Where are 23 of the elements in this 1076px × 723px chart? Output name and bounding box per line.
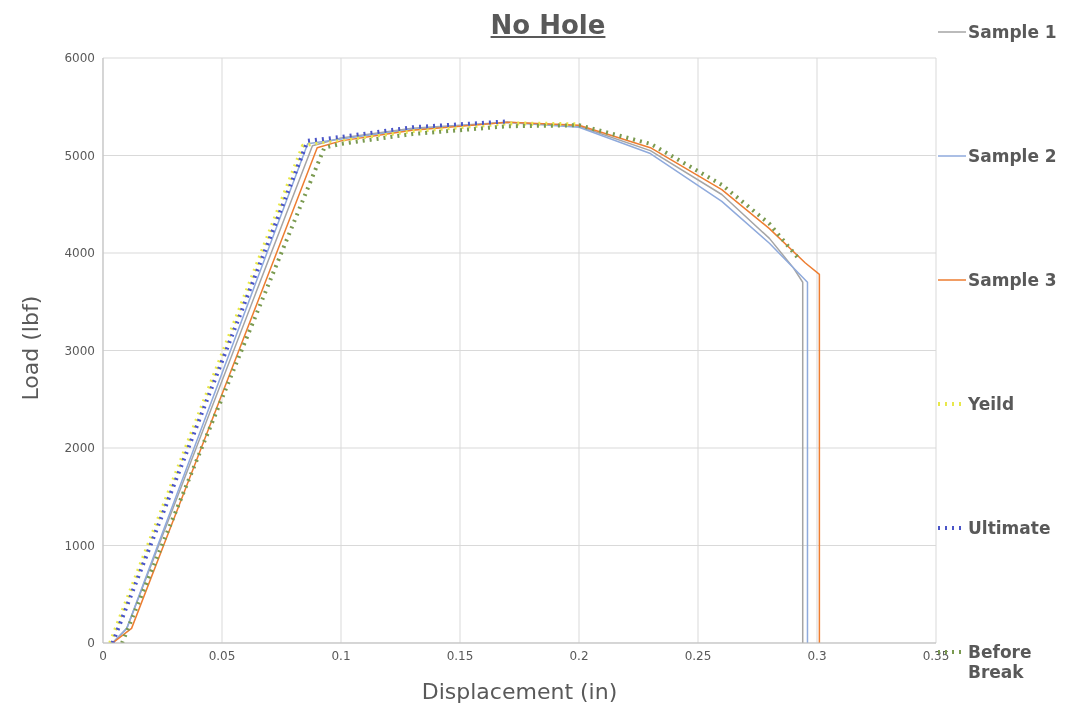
y-tick-label: 0 bbox=[87, 636, 95, 651]
x-tick-label: 0 bbox=[99, 648, 107, 663]
x-axis-title: Displacement (in) bbox=[421, 679, 618, 704]
legend-label: Sample 1 bbox=[968, 22, 1058, 42]
x-tick-label: 0.1 bbox=[331, 648, 351, 663]
y-tick-label: 2000 bbox=[64, 441, 95, 456]
x-tick-label: 0.3 bbox=[807, 648, 827, 663]
legend-label: Sample 3 bbox=[968, 270, 1058, 290]
y-tick-label: 6000 bbox=[64, 51, 95, 66]
y-axis-title: Load (lbf) bbox=[17, 295, 43, 401]
x-tick-label: 0.2 bbox=[569, 648, 589, 663]
x-tick-label: 0.15 bbox=[446, 648, 474, 663]
legend-label: Ultimate bbox=[968, 518, 1052, 538]
x-tick-label: 0.05 bbox=[208, 648, 236, 663]
legend-label: Sample 2 bbox=[968, 146, 1058, 166]
y-tick-label: 3000 bbox=[64, 343, 95, 358]
legend-label: Before Break bbox=[968, 642, 1033, 682]
y-tick-label: 1000 bbox=[64, 538, 95, 553]
x-tick-label: 0.25 bbox=[684, 648, 712, 663]
legend-label: Yeild bbox=[968, 394, 1016, 414]
y-tick-label: 4000 bbox=[64, 246, 95, 261]
y-tick-label: 5000 bbox=[64, 148, 95, 163]
chart-title: No Hole bbox=[490, 10, 606, 40]
